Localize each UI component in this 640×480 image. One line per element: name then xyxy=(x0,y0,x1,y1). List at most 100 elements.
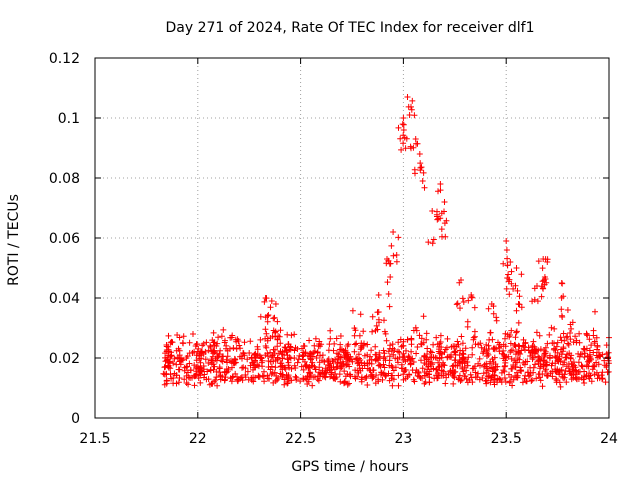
data-point xyxy=(400,121,407,128)
data-point xyxy=(210,329,217,336)
data-point xyxy=(209,380,216,387)
data-point xyxy=(186,339,193,346)
data-point xyxy=(567,330,573,336)
data-point xyxy=(394,355,401,362)
data-point xyxy=(384,279,391,286)
data-point xyxy=(517,364,524,371)
data-point xyxy=(167,365,174,372)
data-point xyxy=(274,343,281,350)
data-point xyxy=(437,187,444,194)
y-tick-label: 0.04 xyxy=(49,291,80,307)
data-point xyxy=(267,366,274,373)
data-point xyxy=(576,330,583,337)
data-point xyxy=(408,336,415,343)
data-point xyxy=(532,361,538,368)
data-point xyxy=(529,344,536,351)
data-point xyxy=(239,377,246,384)
data-point xyxy=(474,374,481,381)
data-point xyxy=(493,314,500,321)
data-point xyxy=(339,358,346,365)
data-point xyxy=(468,293,475,300)
data-point xyxy=(480,350,486,357)
data-point xyxy=(442,380,449,387)
data-point xyxy=(416,373,423,380)
data-point xyxy=(300,349,307,356)
data-point xyxy=(274,355,281,362)
data-point xyxy=(218,357,225,364)
data-point xyxy=(368,347,375,354)
data-point xyxy=(380,355,387,362)
data-point xyxy=(349,307,356,314)
data-point xyxy=(556,353,563,360)
data-point xyxy=(604,369,611,376)
data-point xyxy=(524,358,531,365)
data-point xyxy=(553,377,560,384)
data-point xyxy=(485,305,492,312)
data-point xyxy=(599,351,606,358)
data-point xyxy=(407,361,414,368)
data-point xyxy=(533,348,540,355)
data-point xyxy=(535,258,542,265)
data-point xyxy=(549,373,556,380)
data-point xyxy=(513,328,520,335)
data-point xyxy=(229,364,235,371)
data-point xyxy=(503,247,510,253)
data-point xyxy=(395,339,402,346)
data-point xyxy=(386,357,393,364)
data-point xyxy=(340,348,347,354)
data-point xyxy=(423,354,430,361)
data-point xyxy=(375,362,382,369)
data-point xyxy=(219,373,226,380)
data-point xyxy=(284,355,291,362)
data-point xyxy=(351,325,358,332)
data-point xyxy=(167,371,174,378)
data-point xyxy=(357,367,364,374)
data-point xyxy=(302,362,309,369)
data-point xyxy=(560,330,567,337)
data-point xyxy=(531,285,538,292)
data-point xyxy=(400,357,407,363)
data-point xyxy=(264,318,271,325)
data-point xyxy=(440,372,447,379)
data-point xyxy=(212,355,219,362)
data-point xyxy=(441,199,448,205)
data-point xyxy=(430,236,437,243)
data-point xyxy=(230,345,237,351)
data-point xyxy=(469,344,476,351)
data-point xyxy=(418,335,425,342)
data-point xyxy=(389,364,396,371)
data-point xyxy=(475,370,481,377)
data-point xyxy=(513,265,520,271)
data-point xyxy=(544,259,551,265)
data-point xyxy=(386,377,393,384)
data-point xyxy=(556,367,563,374)
data-point xyxy=(491,346,498,353)
data-point xyxy=(173,361,180,368)
x-tick-label: 21.5 xyxy=(79,431,110,447)
data-point xyxy=(491,372,498,379)
data-point xyxy=(309,382,316,389)
data-point xyxy=(375,292,382,298)
data-point xyxy=(262,352,269,359)
data-point xyxy=(581,354,588,360)
data-point xyxy=(400,371,407,378)
data-point xyxy=(501,375,508,381)
data-point xyxy=(301,358,308,365)
data-point xyxy=(518,304,525,311)
data-point xyxy=(327,367,334,374)
data-point xyxy=(511,357,518,364)
data-point xyxy=(400,350,407,357)
data-point xyxy=(591,338,598,345)
data-point xyxy=(372,357,379,364)
data-point xyxy=(330,347,337,354)
data-point xyxy=(327,327,334,334)
data-point xyxy=(187,367,194,374)
data-point xyxy=(485,367,492,374)
data-point xyxy=(490,310,497,317)
data-point xyxy=(408,106,415,113)
data-point xyxy=(539,265,546,272)
data-point xyxy=(385,348,392,355)
data-point xyxy=(268,298,275,304)
data-point xyxy=(402,367,409,373)
data-point xyxy=(451,374,458,381)
